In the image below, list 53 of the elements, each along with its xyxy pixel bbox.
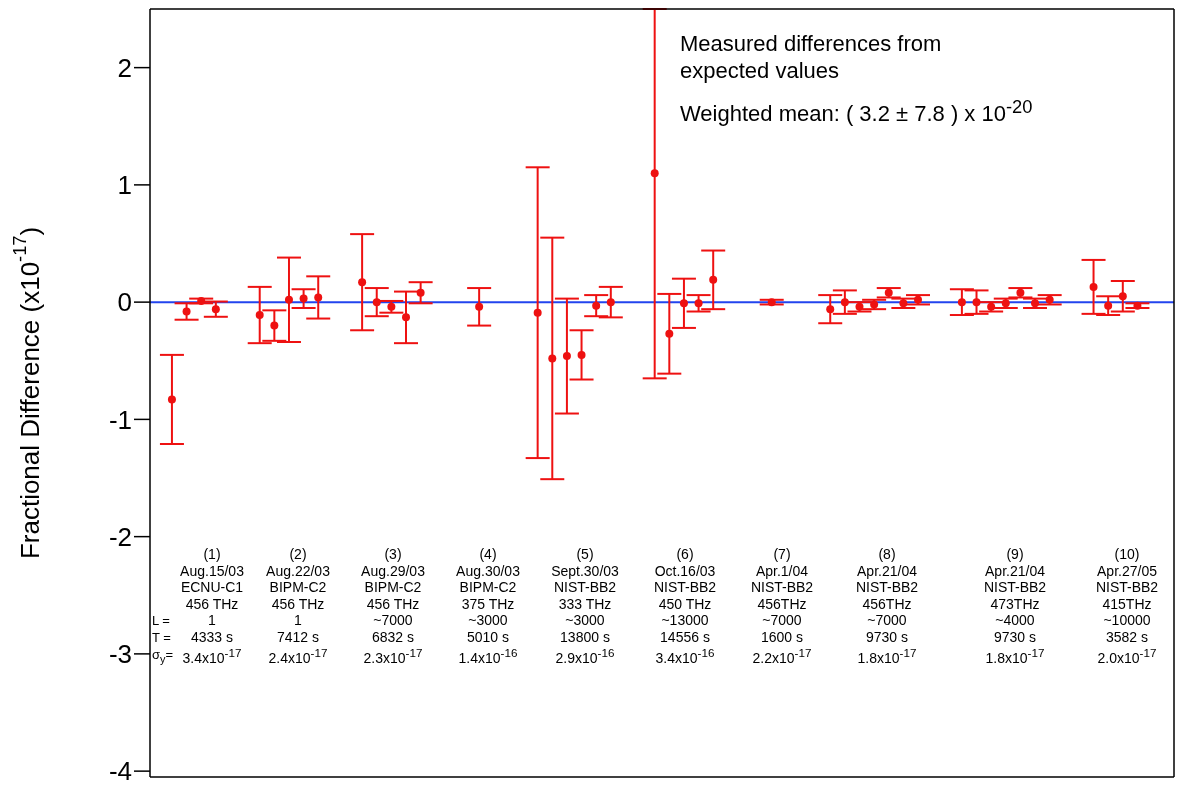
point [533, 308, 542, 317]
annotation: (8) Apr.21/04 NIST-BB2 456THz ~7000 9730 s 1.8x10$^{-17}$ [854, 546, 920, 667]
annotation: (4) Aug.30/03 BIPM-C2 375 THz ~3000 5010 s 1.4x10$^{-16}$ [455, 546, 521, 667]
point [650, 169, 659, 178]
point [167, 395, 176, 404]
y-tick-label: 2 [117, 52, 132, 83]
point [416, 288, 425, 297]
point [972, 298, 981, 307]
point [957, 298, 966, 307]
point [826, 305, 835, 314]
point [679, 299, 688, 308]
point [314, 293, 323, 302]
point [402, 313, 410, 322]
point [475, 302, 484, 311]
y-tick-label: 0 [117, 287, 132, 318]
point [270, 321, 279, 330]
point [840, 298, 849, 307]
annotation: (9) Apr.21/04 NIST-BB2 473THz ~4000 9730 s 1.8x10$^{-17}$ [982, 546, 1048, 667]
point [358, 278, 367, 287]
annotation: Measured differences from expected values [680, 30, 942, 84]
point [211, 305, 220, 314]
y-tick-label: -3 [108, 639, 132, 670]
annotation: (6) Oct.16/03 NIST-BB2 450 THz ~13000 14556 s 3.4x10$^{-16}$ [652, 546, 718, 667]
annotation: (1) Aug.15/03 ECNU-C1 456 THz 1 4333 s 3.4x10$^{-17}$ [180, 546, 244, 666]
point [284, 295, 293, 304]
point [1104, 301, 1113, 310]
y-tick-label: -4 [108, 756, 132, 786]
y-tick-label: 1 [117, 170, 132, 201]
point [299, 294, 308, 303]
y-tick-label: -2 [108, 521, 132, 552]
annotation: (10) Apr.27/05 NIST-BB2 415THz ~10000 3582 s 2.0x10$^{-17}$ [1094, 546, 1160, 667]
point [182, 307, 191, 316]
annotation: σ$_{y}$= [152, 647, 174, 665]
annotation: T = [152, 630, 171, 645]
y-tick-label: -1 [108, 404, 132, 435]
point [709, 275, 718, 284]
point [562, 352, 571, 361]
annotation: (3) Aug.29/03 BIPM-C2 456 THz ~7000 6832 s 2.3x10$^{-17}$ [360, 546, 426, 667]
annotation: Weighted mean: ( 3.2 ± 7.8 ) x 10$^{-20}$ [680, 96, 1033, 128]
annotation: (5) Sept.30/03 NIST-BB2 333 THz ~3000 13800 s 2.9x10$^{-16}$ [550, 546, 620, 667]
point [665, 329, 674, 338]
point [255, 311, 264, 320]
annotation: (7) Apr.1/04 NIST-BB2 456THz ~7000 1600 s 2.2x10$^{-17}$ [749, 546, 815, 667]
annotation: (2) Aug.22/03 BIPM-C2 456 THz 1 7412 s 2.4x10$^{-17}$ [265, 546, 331, 667]
point [548, 354, 557, 363]
point [606, 298, 615, 307]
point [592, 301, 601, 310]
point [1089, 282, 1098, 291]
point [694, 299, 703, 308]
point [577, 350, 586, 359]
point [1118, 292, 1127, 301]
annotation: L = [152, 613, 170, 628]
point [372, 298, 381, 307]
